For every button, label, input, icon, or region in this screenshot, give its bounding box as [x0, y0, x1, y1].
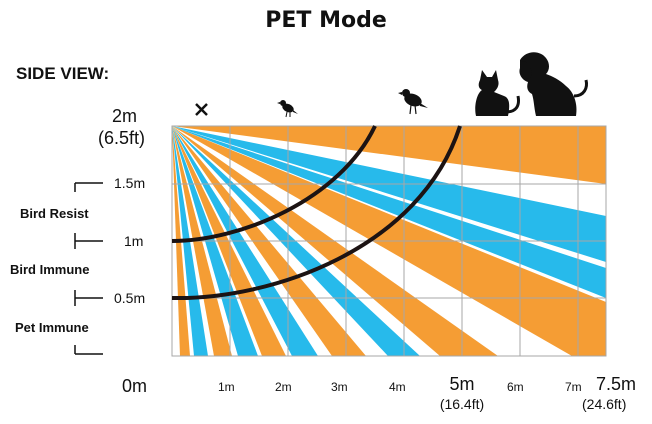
zone-bird-resist: Bird Resist — [20, 206, 89, 221]
distance-label-2m: 2m — [275, 380, 292, 394]
distance-label-3m: 3m — [331, 380, 348, 394]
distance-label-5m-ft: (16.4ft) — [439, 396, 485, 412]
bird-limit-arc — [171, 125, 377, 243]
cat-icon — [475, 70, 520, 116]
zone-pet-immune: Pet Immune — [15, 320, 89, 335]
distance-label-7m: 7m — [565, 380, 582, 394]
x-marker-icon — [195, 103, 208, 116]
height-label-1m: 1m — [124, 233, 144, 249]
beam-1 — [172, 126, 606, 184]
side-view-label: SIDE VIEW: — [16, 64, 110, 83]
page-title: PET Mode — [265, 8, 387, 33]
height-label-0m: 0m — [122, 376, 148, 396]
distance-label-6m: 6m — [507, 380, 524, 394]
height-label-1-5m: 1.5m — [114, 175, 146, 191]
distance-label-7-5m: 7.5m — [596, 374, 637, 394]
height-label-2m-ft: (6.5ft) — [98, 128, 146, 148]
distance-label-5m: 5m — [449, 374, 475, 394]
pet-limit-arc — [171, 125, 462, 301]
height-label-0-5m: 0.5m — [114, 290, 146, 306]
dog-icon — [519, 52, 588, 116]
distance-label-4m: 4m — [389, 380, 406, 394]
bird-small-icon — [277, 100, 298, 118]
distance-label-1m: 1m — [218, 380, 235, 394]
height-brackets — [74, 182, 103, 355]
height-label-2m: 2m — [112, 106, 138, 126]
beam-3 — [172, 126, 606, 298]
zone-bird-immune: Bird Immune — [10, 262, 90, 277]
bird-large-icon — [398, 89, 428, 115]
distance-label-7-5m-ft: (24.6ft) — [582, 396, 627, 412]
beam-2 — [172, 126, 606, 262]
